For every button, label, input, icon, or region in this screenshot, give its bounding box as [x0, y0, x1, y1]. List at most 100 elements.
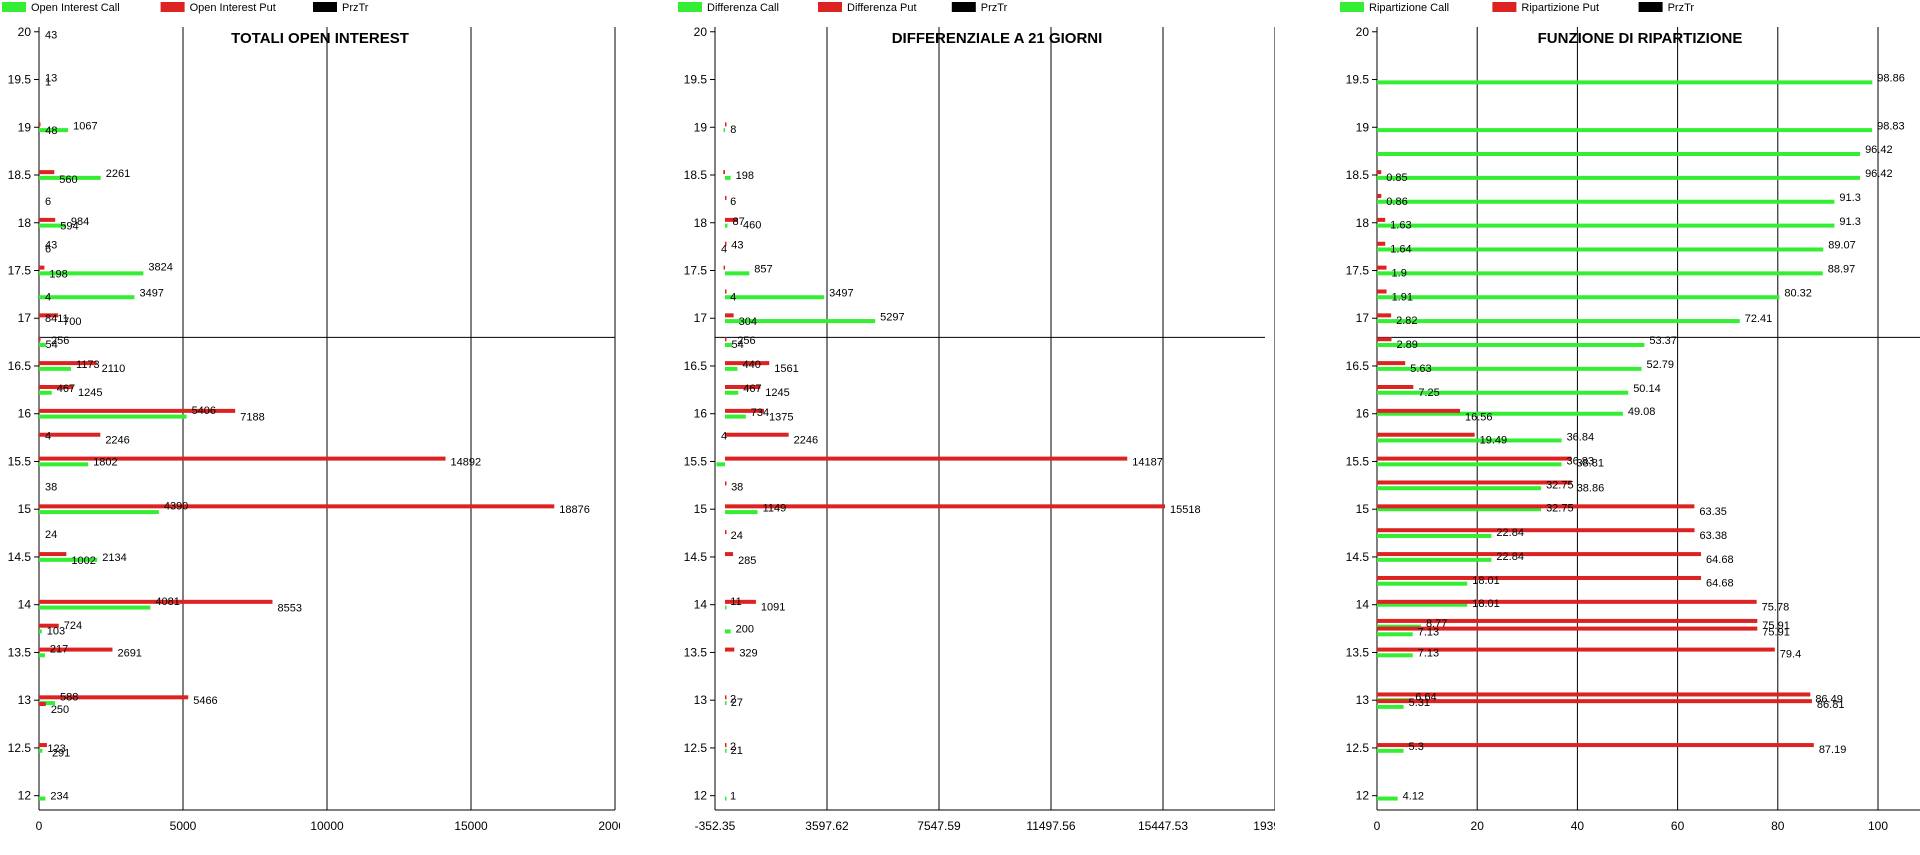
bar [724, 414, 746, 419]
data-label: 467 [57, 383, 75, 395]
bar [39, 504, 555, 509]
bar [1377, 295, 1780, 300]
data-label: 594 [60, 221, 78, 233]
bar [1377, 241, 1386, 246]
bar [39, 510, 159, 515]
y-tick-label: 19 [1356, 120, 1370, 134]
bar [39, 432, 101, 437]
bar [39, 170, 55, 175]
bar [724, 241, 727, 246]
bar [724, 195, 727, 200]
chart-panel-open-interest: Open Interest Call Open Interest Put PrzTr… [0, 0, 620, 855]
y-tick-label: 15 [694, 502, 708, 516]
bar [1377, 271, 1823, 276]
bar [39, 313, 59, 318]
y-tick-label: 19.5 [684, 73, 708, 87]
bar [1377, 743, 1814, 748]
data-label: 6.64 [1415, 691, 1436, 703]
y-tick-label: 12.5 [684, 741, 708, 755]
bar [724, 599, 756, 604]
y-tick-label: 18.5 [684, 168, 708, 182]
legend-label: PrzTr [981, 2, 1008, 14]
data-label: 700 [63, 316, 81, 328]
data-label: 75.91 [1762, 626, 1790, 638]
data-label: 4390 [164, 500, 188, 512]
legend-swatch [313, 2, 337, 12]
x-tick-label: 7547.59 [917, 819, 961, 833]
bar [724, 223, 728, 228]
data-label: 1 [45, 76, 51, 88]
data-label: 1245 [78, 387, 102, 399]
bar [39, 552, 67, 557]
y-tick-label: 17 [18, 311, 32, 325]
data-label: 1067 [73, 120, 97, 132]
data-label: 7.13 [1418, 647, 1439, 659]
bar [1377, 704, 1404, 709]
bar [39, 456, 446, 461]
x-tick-label: 80 [1771, 819, 1785, 833]
data-label: 2246 [105, 435, 129, 447]
data-label: 724 [64, 620, 82, 632]
data-label: 24 [45, 529, 57, 541]
data-label: 96.42 [1865, 144, 1893, 156]
data-label: 43 [731, 240, 743, 252]
data-label: 285 [738, 555, 756, 567]
bar [1377, 384, 1414, 389]
bar [724, 530, 727, 535]
y-tick-label: 14.5 [1346, 550, 1370, 564]
bar [724, 342, 733, 347]
bar [1377, 602, 1468, 607]
data-label: 38.86 [1577, 482, 1605, 494]
legend-swatch [1340, 2, 1364, 12]
data-label: 4 [721, 244, 727, 256]
data-label: 98.86 [1877, 73, 1905, 85]
y-tick-label: 15.5 [8, 454, 32, 468]
data-label: 2.89 [1396, 339, 1417, 351]
bar [724, 647, 735, 652]
data-label: 1002 [71, 555, 95, 567]
bar [1377, 480, 1572, 485]
y-tick-label: 13 [1356, 693, 1370, 707]
data-label: 8 [730, 124, 736, 136]
legend-label: Ripartizione Put [1521, 2, 1599, 14]
bar [724, 122, 727, 127]
data-label: 0.85 [1386, 172, 1407, 184]
bar [39, 695, 189, 700]
bar [1377, 462, 1562, 467]
bar [39, 217, 56, 222]
bar [39, 342, 46, 347]
data-label: 460 [743, 220, 761, 232]
bar [1377, 692, 1811, 697]
data-label: 2.82 [1396, 315, 1417, 327]
data-label: 89.07 [1828, 240, 1856, 252]
bar [1377, 486, 1542, 491]
legend-label: Open Interest Call [31, 2, 120, 14]
y-tick-label: 19.5 [8, 73, 32, 87]
data-label: 198 [49, 268, 67, 280]
bar [1377, 223, 1835, 228]
data-label: 53.37 [1649, 335, 1677, 347]
bar [1377, 796, 1398, 801]
x-tick-label: 11497.56 [1026, 819, 1075, 833]
bar [724, 605, 727, 610]
legend-swatch [160, 2, 185, 12]
bar [1377, 653, 1413, 658]
chart-ripartizione: Ripartizione Call Ripartizione Put PrzTr FU… [1340, 2, 1920, 833]
data-label: 48 [45, 125, 57, 137]
bar [724, 629, 731, 634]
y-tick-label: 19 [18, 120, 32, 134]
data-label: 440 [742, 359, 760, 371]
y-tick-label: 16 [694, 407, 708, 421]
data-label: 13 [45, 73, 57, 85]
data-label: 27 [731, 697, 743, 709]
data-label: 7188 [240, 412, 264, 424]
y-tick-label: 18 [18, 216, 32, 230]
bar [724, 384, 761, 389]
data-label: 217 [50, 644, 68, 656]
data-label: 2110 [102, 363, 126, 375]
y-tick-label: 15.5 [1346, 454, 1370, 468]
bar [1377, 748, 1404, 753]
data-label: 63.35 [1699, 506, 1727, 518]
bar [724, 504, 1165, 509]
data-label: 15518 [1170, 504, 1201, 516]
